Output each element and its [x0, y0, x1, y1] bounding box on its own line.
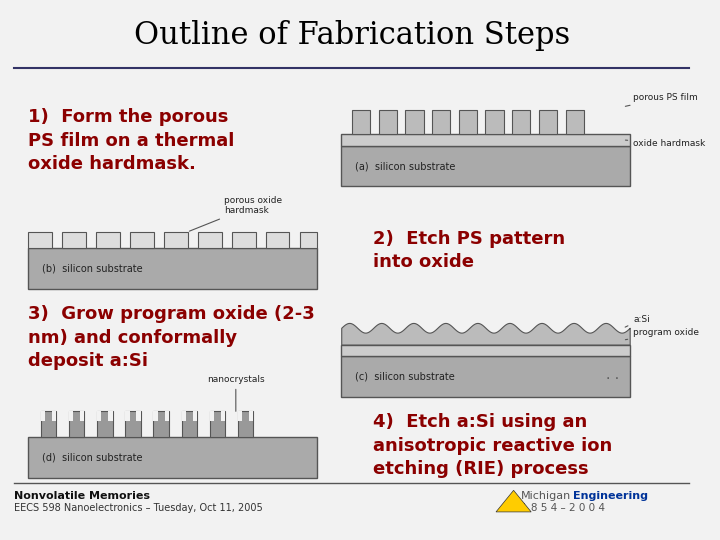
Text: Engineering: Engineering — [573, 491, 649, 501]
Bar — [28, 248, 317, 289]
Bar — [28, 232, 52, 248]
Bar — [300, 232, 317, 248]
Text: 2)  Etch PS pattern
into oxide: 2) Etch PS pattern into oxide — [373, 230, 565, 271]
Bar — [153, 411, 158, 421]
Bar — [97, 411, 112, 437]
Bar — [69, 411, 73, 421]
Polygon shape — [496, 490, 531, 512]
Bar — [130, 232, 153, 248]
Text: 1 8 5 4 – 2 0 0 4: 1 8 5 4 – 2 0 0 4 — [521, 503, 605, 513]
Bar — [459, 110, 477, 134]
Bar — [193, 411, 197, 421]
Bar — [52, 411, 56, 421]
Bar — [62, 232, 86, 248]
Bar — [405, 110, 423, 134]
Bar — [136, 411, 140, 421]
Bar — [108, 411, 112, 421]
Bar — [341, 134, 630, 146]
Bar — [485, 110, 504, 134]
Bar — [69, 411, 84, 437]
Text: . .: . . — [606, 368, 618, 382]
Bar — [238, 411, 242, 421]
Bar — [97, 411, 102, 421]
Text: (c)  silicon substrate: (c) silicon substrate — [355, 372, 455, 382]
Bar — [238, 411, 253, 437]
Text: program oxide: program oxide — [626, 328, 699, 340]
Bar — [153, 411, 169, 437]
Bar — [221, 411, 225, 421]
Text: EECS 598 Nanoelectronics – Tuesday, Oct 11, 2005: EECS 598 Nanoelectronics – Tuesday, Oct … — [14, 503, 263, 513]
Text: oxide hardmask: oxide hardmask — [626, 139, 706, 148]
Bar — [341, 146, 630, 186]
Text: Michigan: Michigan — [521, 491, 571, 501]
Bar — [352, 110, 370, 134]
Text: (b)  silicon substrate: (b) silicon substrate — [42, 264, 143, 274]
Text: (d)  silicon substrate: (d) silicon substrate — [42, 453, 143, 463]
Bar — [125, 411, 140, 437]
Text: Outline of Fabrication Steps: Outline of Fabrication Steps — [134, 19, 570, 51]
Bar — [164, 411, 169, 421]
Bar — [249, 411, 253, 421]
Bar — [512, 110, 531, 134]
Bar — [266, 232, 289, 248]
Text: 1)  Form the porous
PS film on a thermal
oxide hardmask.: 1) Form the porous PS film on a thermal … — [28, 108, 235, 173]
Bar — [566, 110, 584, 134]
Bar — [210, 411, 214, 421]
Bar — [28, 437, 317, 478]
Text: (a)  silicon substrate: (a) silicon substrate — [355, 161, 456, 171]
Bar — [125, 411, 130, 421]
Bar — [96, 232, 120, 248]
Bar — [41, 411, 45, 421]
Text: nanocrystals: nanocrystals — [207, 375, 265, 411]
Bar — [432, 110, 450, 134]
Bar — [80, 411, 84, 421]
Text: porous PS film: porous PS film — [626, 93, 698, 106]
Bar — [232, 232, 256, 248]
Bar — [181, 411, 186, 421]
Bar — [539, 110, 557, 134]
Text: a:Si: a:Si — [625, 315, 650, 327]
Bar — [198, 232, 222, 248]
Text: porous oxide
hardmask: porous oxide hardmask — [189, 196, 282, 231]
Bar — [41, 411, 56, 437]
Bar — [181, 411, 197, 437]
Bar — [341, 356, 630, 397]
Text: 3)  Grow program oxide (2-3
nm) and conformally
deposit a:Si: 3) Grow program oxide (2-3 nm) and confo… — [28, 305, 315, 370]
Text: 4)  Etch a:Si using an
anisotropic reactive ion
etching (RIE) process: 4) Etch a:Si using an anisotropic reacti… — [373, 413, 612, 478]
Bar — [379, 110, 397, 134]
Bar — [164, 232, 188, 248]
Bar — [341, 345, 630, 356]
Text: Nonvolatile Memories: Nonvolatile Memories — [14, 491, 150, 501]
Bar — [210, 411, 225, 437]
